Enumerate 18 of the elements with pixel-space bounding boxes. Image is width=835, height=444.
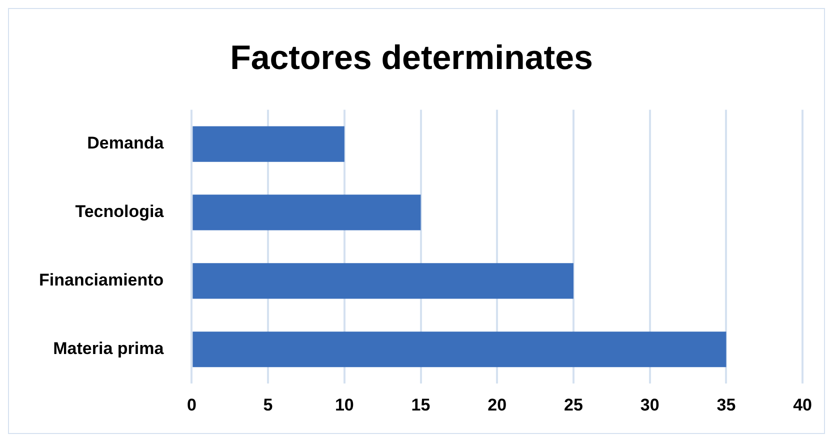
x-tick-label: 10 — [334, 395, 354, 414]
bar — [192, 194, 421, 230]
y-tick-label: Financiamiento — [39, 270, 164, 290]
bar — [192, 332, 726, 368]
x-tick-label: 20 — [488, 395, 507, 414]
y-tick-label: Demanda — [87, 134, 164, 153]
chart-title: Factores determinates — [230, 38, 593, 77]
x-tick-label: 15 — [411, 395, 430, 414]
x-tick-label: 35 — [716, 395, 736, 414]
x-tick-label: 0 — [186, 395, 196, 414]
x-tick-label: 40 — [793, 395, 812, 414]
y-tick-label: Materia prima — [53, 339, 164, 358]
y-tick-label: Tecnologia — [75, 202, 164, 222]
x-tick-label: 30 — [640, 395, 660, 414]
bar — [192, 263, 574, 299]
bar — [192, 126, 344, 162]
x-tick-label: 5 — [263, 395, 273, 414]
x-tick-label: 25 — [564, 395, 583, 414]
